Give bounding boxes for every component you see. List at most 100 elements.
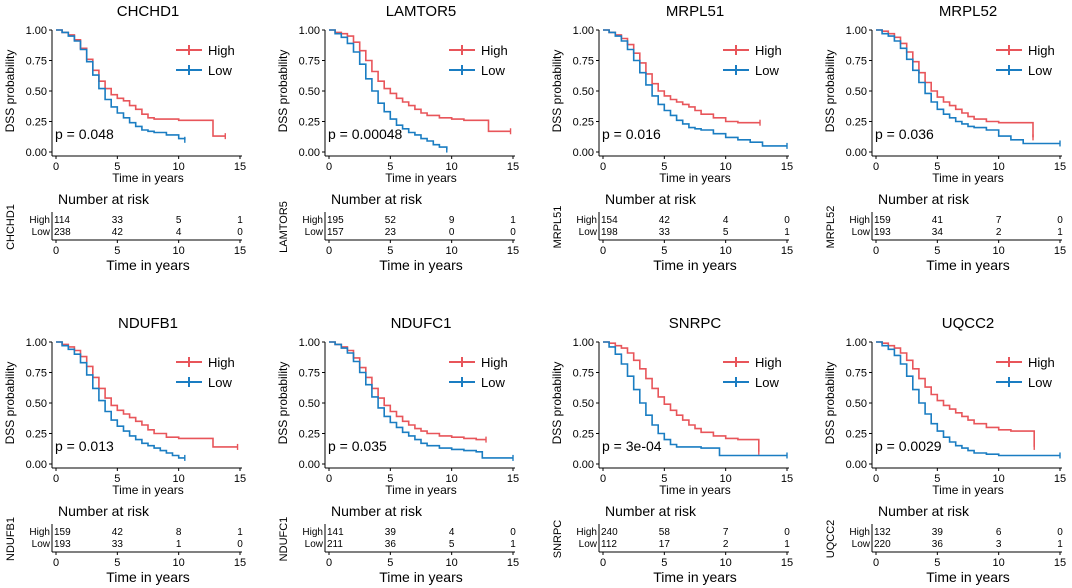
x-tick-label: 5 xyxy=(934,161,940,173)
y-tick-label: 0.00 xyxy=(846,147,867,159)
panel-title: MRPL52 xyxy=(939,3,997,20)
x-tick-label: 5 xyxy=(114,473,120,485)
risk-count-low: 0 xyxy=(237,539,243,550)
y-tick-label: 1.00 xyxy=(573,337,594,349)
legend-label-low: Low xyxy=(755,63,779,78)
km-panel: MRPL52 DSS probability 0.00 0.25 0.50 0.75 1.0… xyxy=(823,3,1066,273)
risk-count-high: 141 xyxy=(327,527,344,538)
risk-gene-label: LAMTOR5 xyxy=(278,201,290,253)
legend-label-low: Low xyxy=(1028,375,1052,390)
x-tick-label: 10 xyxy=(720,161,732,173)
km-panel: CHCHD1 DSS probability 0.00 0.25 0.50 0.75 1.0… xyxy=(3,3,246,273)
risk-count-high: 159 xyxy=(54,527,71,538)
x-tick-label: 0 xyxy=(53,473,59,485)
risk-table-title: Number at risk xyxy=(331,503,423,519)
x-tick-label: 15 xyxy=(1054,473,1066,485)
legend-mark-high xyxy=(731,357,741,367)
risk-row-label-high: High xyxy=(302,527,323,538)
risk-x-tick-label: 15 xyxy=(781,557,793,569)
p-value: p = 0.0029 xyxy=(875,438,942,454)
y-tick-label: 0.50 xyxy=(26,398,47,410)
risk-count-high: 1 xyxy=(237,527,243,538)
km-curve-low xyxy=(603,29,787,147)
risk-count-low: 33 xyxy=(659,227,671,238)
risk-table-title: Number at risk xyxy=(878,191,970,207)
y-tick-label: 0.25 xyxy=(26,117,47,129)
x-axis-label: Time in years xyxy=(932,171,1004,185)
legend-mark-high xyxy=(457,357,467,367)
risk-count-low: 157 xyxy=(327,227,344,238)
panel-title: LAMTOR5 xyxy=(386,3,457,20)
risk-count-high: 7 xyxy=(723,527,729,538)
risk-x-tick-label: 5 xyxy=(387,557,393,569)
y-tick-label: 1.00 xyxy=(846,337,867,349)
risk-gene-label: CHCHD1 xyxy=(5,204,17,250)
risk-count-low: 211 xyxy=(327,539,343,550)
panel-title: NDUFB1 xyxy=(118,315,178,332)
y-tick-label: 1.00 xyxy=(26,25,47,37)
risk-table-title: Number at risk xyxy=(58,503,150,519)
y-tick-label: 1.00 xyxy=(299,25,320,37)
y-tick-label: 0.00 xyxy=(26,459,47,471)
km-curve-low xyxy=(876,341,1060,457)
panel-title: UQCC2 xyxy=(942,315,995,332)
p-value: p = 0.016 xyxy=(602,126,661,142)
risk-count-high: 240 xyxy=(601,527,618,538)
y-axis-label: DSS probability xyxy=(276,362,290,445)
x-tick-label: 15 xyxy=(507,473,519,485)
risk-count-low: 1 xyxy=(510,539,516,550)
y-tick-label: 0.25 xyxy=(846,429,867,441)
risk-count-high: 159 xyxy=(874,215,891,226)
risk-x-tick-label: 10 xyxy=(173,245,185,257)
risk-count-low: 1 xyxy=(784,539,790,550)
risk-count-high: 42 xyxy=(112,527,124,538)
risk-x-axis-label: Time in years xyxy=(926,257,1010,273)
legend-label-low: Low xyxy=(481,63,505,78)
risk-row-label-low: Low xyxy=(852,227,871,238)
risk-count-high: 9 xyxy=(449,215,455,226)
risk-x-tick-label: 15 xyxy=(1054,557,1066,569)
km-panel: LAMTOR5 DSS probability 0.00 0.25 0.50 0.75 1.… xyxy=(276,3,519,273)
risk-x-tick-label: 10 xyxy=(446,557,458,569)
y-tick-label: 0.00 xyxy=(846,459,867,471)
km-curve-high xyxy=(603,29,760,124)
risk-gene-label: UQCC2 xyxy=(825,520,837,559)
y-axis-label: DSS probability xyxy=(823,362,837,445)
risk-count-low: 17 xyxy=(659,539,671,550)
risk-x-axis-label: Time in years xyxy=(653,569,737,585)
km-curve-high xyxy=(329,29,511,133)
legend-mark-low xyxy=(184,65,194,75)
risk-count-high: 4 xyxy=(449,527,455,538)
x-axis-label: Time in years xyxy=(385,483,457,497)
risk-x-tick-label: 5 xyxy=(934,557,940,569)
y-tick-label: 0.00 xyxy=(26,147,47,159)
y-tick-label: 0.00 xyxy=(573,459,594,471)
legend-mark-low xyxy=(1004,377,1014,387)
risk-row-label-high: High xyxy=(29,215,50,226)
y-tick-label: 0.75 xyxy=(846,368,867,380)
legend-label-low: Low xyxy=(755,375,779,390)
legend-label-low: Low xyxy=(1028,63,1052,78)
km-curve-low xyxy=(56,29,186,140)
panel-title: NDUFC1 xyxy=(391,315,452,332)
risk-count-low: 220 xyxy=(874,539,891,550)
y-tick-label: 0.25 xyxy=(573,429,594,441)
risk-row-label-high: High xyxy=(849,527,870,538)
risk-x-tick-label: 10 xyxy=(993,557,1005,569)
risk-count-low: 1 xyxy=(784,227,790,238)
y-axis-label: DSS probability xyxy=(3,362,17,445)
risk-count-low: 1 xyxy=(1057,227,1063,238)
legend-mark-high xyxy=(184,45,194,55)
risk-count-high: 7 xyxy=(996,215,1002,226)
x-tick-label: 5 xyxy=(934,473,940,485)
risk-count-low: 0 xyxy=(237,227,243,238)
x-tick-label: 15 xyxy=(781,473,793,485)
y-axis-label: DSS probability xyxy=(3,50,17,133)
risk-x-tick-label: 15 xyxy=(507,245,519,257)
y-tick-label: 0.00 xyxy=(299,459,320,471)
y-axis-label: DSS probability xyxy=(823,50,837,133)
x-axis-label: Time in years xyxy=(659,483,731,497)
risk-count-high: 0 xyxy=(1057,527,1063,538)
risk-row-label-low: Low xyxy=(579,227,598,238)
risk-x-tick-label: 0 xyxy=(873,557,879,569)
